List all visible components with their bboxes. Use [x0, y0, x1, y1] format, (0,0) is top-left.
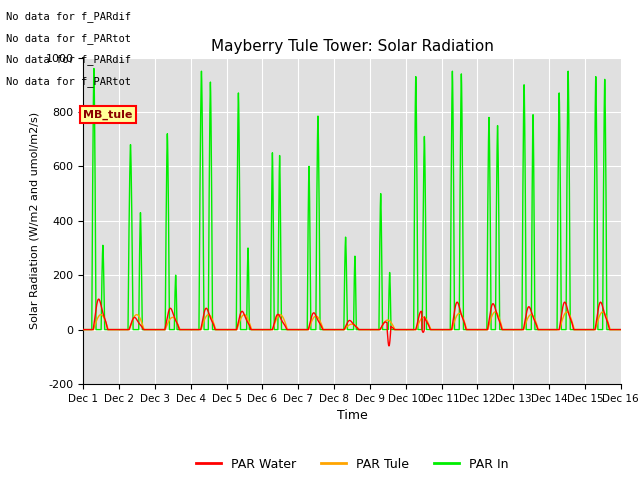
- Text: No data for f_PARtot: No data for f_PARtot: [6, 76, 131, 87]
- Text: No data for f_PARdif: No data for f_PARdif: [6, 54, 131, 65]
- Text: No data for f_PARtot: No data for f_PARtot: [6, 33, 131, 44]
- X-axis label: Time: Time: [337, 409, 367, 422]
- Title: Mayberry Tule Tower: Solar Radiation: Mayberry Tule Tower: Solar Radiation: [211, 39, 493, 54]
- Legend: PAR Water, PAR Tule, PAR In: PAR Water, PAR Tule, PAR In: [191, 453, 513, 476]
- Text: MB_tule: MB_tule: [83, 109, 132, 120]
- Y-axis label: Solar Radiation (W/m2 and umol/m2/s): Solar Radiation (W/m2 and umol/m2/s): [30, 112, 40, 329]
- Text: No data for f_PARdif: No data for f_PARdif: [6, 11, 131, 22]
